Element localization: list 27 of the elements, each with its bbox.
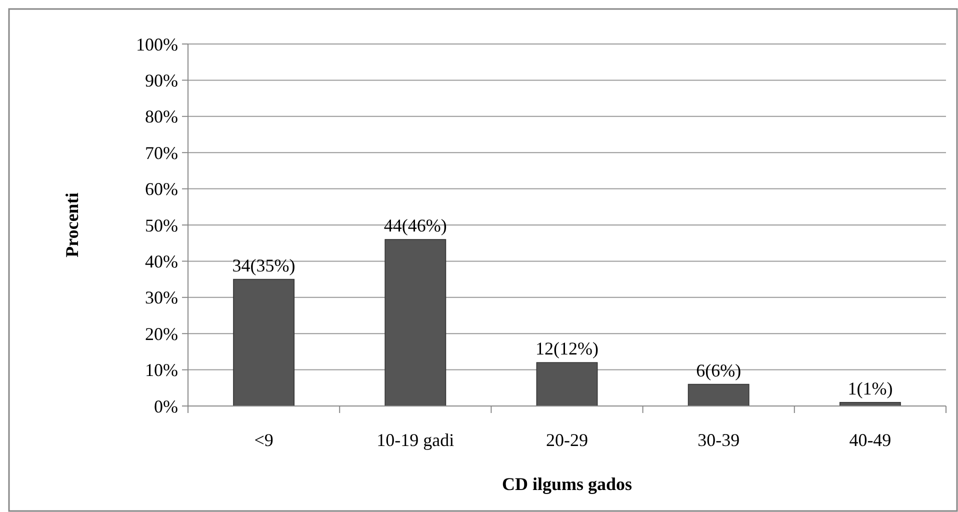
x-tick-label: 40-49 bbox=[849, 430, 892, 450]
data-label: 34(35%) bbox=[232, 255, 296, 276]
bar bbox=[688, 384, 750, 406]
data-label: 1(1%) bbox=[848, 378, 893, 398]
y-tick-label: 30% bbox=[145, 288, 178, 308]
y-tick-label: 70% bbox=[145, 142, 178, 163]
x-tick-label: 20-29 bbox=[546, 430, 588, 450]
x-tick-label: 30-39 bbox=[698, 430, 740, 450]
y-tick-label: 0% bbox=[154, 396, 178, 416]
y-tick-label: 20% bbox=[145, 324, 178, 344]
data-label: 6(6%) bbox=[696, 360, 742, 380]
y-tick-label: 60% bbox=[145, 179, 178, 200]
y-tick-label: 100% bbox=[136, 34, 178, 54]
x-tick-label: 10-19 gadi bbox=[376, 430, 454, 450]
y-axis-title: Procenti bbox=[62, 192, 82, 258]
y-tick-label: 90% bbox=[145, 70, 178, 90]
x-tick-label: <9 bbox=[254, 430, 274, 450]
y-tick-label: 80% bbox=[145, 106, 178, 127]
bar bbox=[536, 362, 598, 406]
y-tick-label: 40% bbox=[145, 252, 178, 272]
y-tick-label: 50% bbox=[145, 215, 178, 236]
data-label: 44(46%) bbox=[384, 215, 447, 236]
y-tick-label: 10% bbox=[145, 360, 178, 380]
data-label: 12(12%) bbox=[536, 338, 598, 359]
bar bbox=[233, 278, 295, 406]
x-axis-title: CD ilgums gados bbox=[502, 474, 632, 494]
bar bbox=[384, 239, 446, 406]
